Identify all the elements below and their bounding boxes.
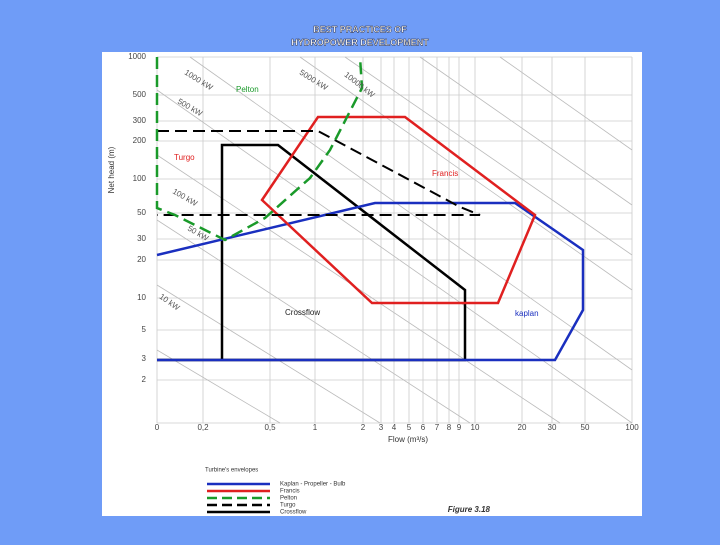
- francis-envelope: [260, 115, 537, 305]
- x-tick-label: 3: [379, 423, 384, 432]
- y-tick-label: 30: [137, 234, 146, 243]
- x-tick-label: 2: [361, 423, 366, 432]
- x-tick-label: 7: [435, 423, 440, 432]
- title-line: HYDROPOWER DEVELOPMENT: [291, 37, 429, 47]
- x-tick-label: 1: [313, 423, 318, 432]
- y-tick-label: 5: [142, 325, 147, 334]
- x-tick-label: 6: [421, 423, 426, 432]
- title-line: BEST PRACTICES OF: [313, 24, 407, 34]
- x-tick-label: 9: [457, 423, 462, 432]
- y-tick-label: 50: [137, 208, 146, 217]
- region-label: Turgo: [174, 153, 195, 162]
- legend-entry: Turgo: [280, 503, 296, 509]
- x-tick-label: 4: [392, 423, 397, 432]
- caption: Figure 3.18: [448, 505, 491, 514]
- x-tick-label: 20: [518, 423, 527, 432]
- x-tick-label: 0,2: [197, 423, 209, 432]
- turgo-envelope: [157, 130, 481, 216]
- legend-entry: Kaplan - Propeller - Bulb: [280, 482, 346, 488]
- x-tick-label: 8: [447, 423, 452, 432]
- legend-title: Turbine's envelopes: [205, 468, 258, 474]
- y-tick-label: 20: [137, 255, 146, 264]
- x-tick-label: 10: [471, 423, 480, 432]
- region-label: Crossflow: [285, 308, 320, 317]
- y-tick-label: 10: [137, 293, 146, 302]
- x-tick-label: 30: [548, 423, 557, 432]
- y-tick-label: 1000: [128, 52, 146, 61]
- legend-lines: [207, 482, 270, 514]
- x-tick-label: 50: [581, 423, 590, 432]
- y-tick-label: 2: [142, 375, 147, 384]
- x-tick-label: 5: [407, 423, 412, 432]
- y-tick-label: 500: [133, 90, 147, 99]
- region-label: Francis: [432, 169, 458, 178]
- y-tick-label: 3: [142, 354, 147, 363]
- y-tick-label: 200: [133, 136, 147, 145]
- kaplan-envelope: [156, 201, 585, 362]
- x-tick-label: 100: [625, 423, 639, 432]
- legend-entry: Francis: [280, 489, 300, 495]
- region-label: Pelton: [236, 85, 259, 94]
- x-axis-label: Flow (m³/s): [388, 435, 428, 444]
- x-tick-label: 0,5: [264, 423, 276, 432]
- pelton-envelope: [155, 56, 364, 242]
- region-label: kaplan: [515, 309, 539, 318]
- legend-entry: Crossflow: [280, 510, 307, 516]
- legend-entry: Pelton: [280, 496, 297, 502]
- figure-background: [102, 52, 642, 516]
- y-tick-label: 300: [133, 116, 147, 125]
- y-tick-label: 100: [133, 174, 147, 183]
- x-tick-label: 0: [155, 423, 160, 432]
- y-axis-label: Net head (m): [107, 146, 116, 193]
- grid: [156, 56, 633, 424]
